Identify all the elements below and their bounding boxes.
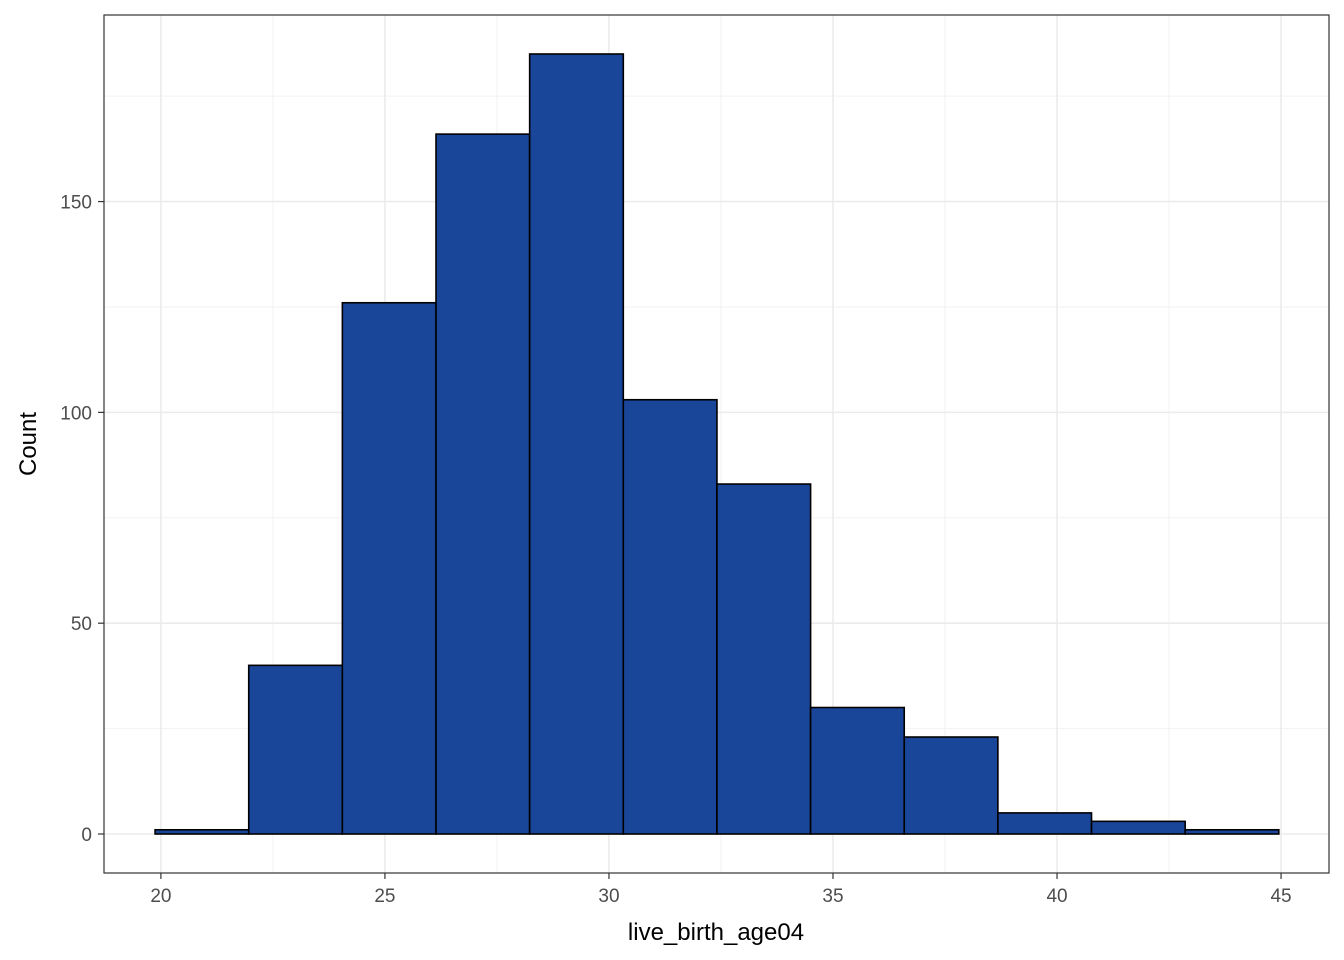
y-tick-label: 100	[60, 403, 92, 424]
histogram-bar	[528, 53, 625, 835]
y-tick-label: 50	[71, 614, 92, 635]
y-tick-label: 150	[60, 193, 92, 214]
plot-panel-border	[103, 14, 1330, 874]
histogram-bar	[247, 664, 344, 835]
x-tick-label: 30	[598, 886, 619, 907]
histogram-bar	[435, 133, 531, 835]
y-axis-title: Count	[15, 412, 42, 476]
y-axis: 0 50 100 150	[60, 193, 104, 846]
x-tick-label: 40	[1046, 886, 1067, 907]
histogram-bar	[997, 812, 1093, 835]
histogram-bar	[809, 706, 906, 835]
x-tick-label: 35	[822, 886, 843, 907]
histogram-bar	[622, 398, 718, 835]
y-tick-label: 0	[81, 825, 92, 846]
x-tick-label: 20	[150, 886, 171, 907]
x-axis: 20 25 30 35 40 45	[150, 873, 1292, 907]
histogram-bar	[341, 301, 437, 835]
histogram-bars	[154, 53, 1280, 835]
x-axis-title: live_birth_age04	[628, 919, 804, 946]
histogram-bar	[716, 483, 812, 835]
x-tick-label: 25	[374, 886, 395, 907]
histogram-bar	[154, 828, 250, 835]
histogram-bar	[903, 736, 999, 835]
histogram-bar	[1090, 820, 1186, 835]
x-tick-label: 45	[1270, 886, 1291, 907]
histogram-bar	[1184, 828, 1280, 835]
